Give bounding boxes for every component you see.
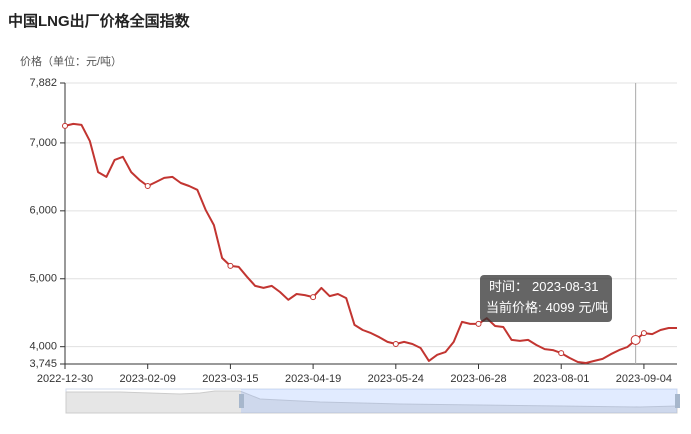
zoom-window[interactable] [241,389,677,413]
point [62,122,68,129]
x-tick-label: 2023-05-24 [368,373,424,385]
chart-title: 中国LNG出厂价格全国指数 [8,12,191,30]
tooltip-price: 当前价格: 4099 元/吨 [486,300,608,315]
tooltip-price-label: 当前价格: [486,300,542,315]
y-tick-label: 6,000 [29,205,57,217]
point [558,350,565,357]
zoom-handle[interactable] [675,394,680,408]
x-tick-label: 2023-08-01 [533,373,589,385]
x-tick-label: 2023-02-09 [120,373,176,385]
y-tick-label: 4,000 [29,341,57,353]
y-tick-label: 3,745 [29,358,57,370]
tooltip-time: 时间： 2023-08-31 [489,279,599,294]
tooltip-date: 2023-08-31 [532,279,599,294]
tooltip-value: 4099 [546,300,575,315]
x-tick-label: 2023-04-19 [285,373,341,385]
tooltip: 时间： 2023-08-31 当前价格: 4099 元/吨 [480,275,612,322]
tooltip-time-label: 时间： [489,279,528,294]
y-axis-label: 价格（单位：元/吨） [20,54,122,68]
x-tick-label: 2022-12-30 [37,373,93,385]
x-tick-label: 2023-06-28 [450,373,506,385]
point [392,340,399,347]
tooltip-unit: 元/吨 [579,300,609,315]
y-tick-label: 7,000 [29,137,57,149]
point [630,334,641,345]
tooltip-box [480,275,612,322]
zoom-preview [65,390,678,414]
point [227,262,234,269]
line-series [64,122,677,364]
y-tick-label: 7,882 [29,77,57,89]
data-zoom[interactable] [65,388,680,414]
x-tick-label: 2023-03-15 [202,373,258,385]
zoom-handle[interactable] [239,394,244,408]
y-tick-label: 5,000 [29,273,57,285]
point [640,330,647,337]
point [144,183,151,190]
point [310,294,317,301]
point [475,320,482,327]
x-tick-label: 2023-09-04 [616,373,672,385]
